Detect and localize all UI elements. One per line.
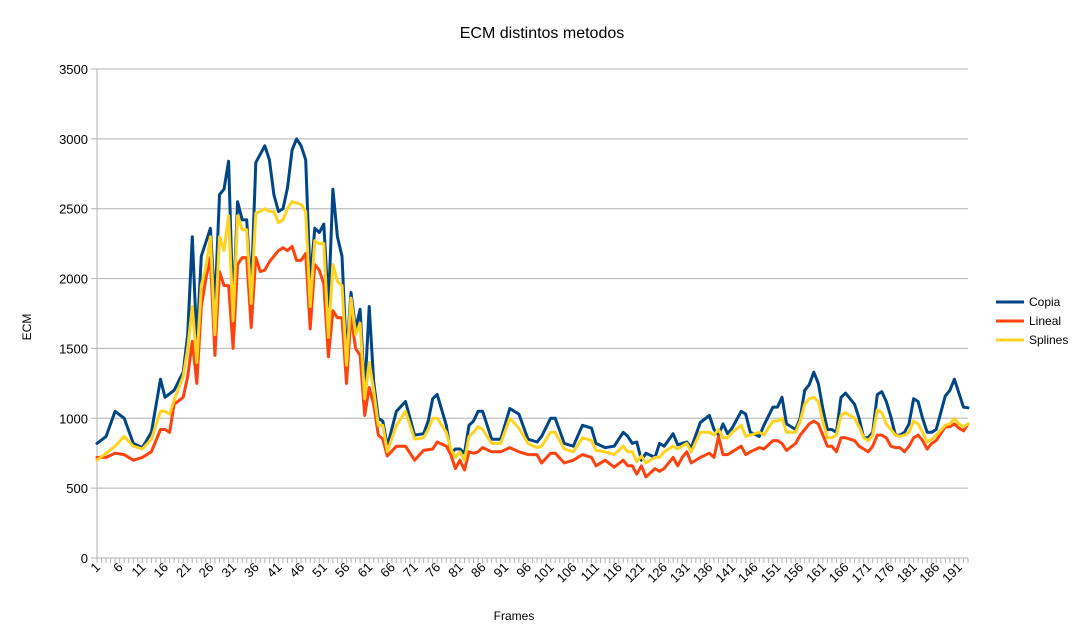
series-line-lineal: [95, 244, 970, 479]
x-tick-label: 86: [468, 560, 489, 581]
x-axis-label: Frames: [494, 609, 535, 623]
x-tick-label: 161: [803, 560, 829, 586]
x-tick-label: 116: [600, 560, 625, 585]
series-line-copia: [95, 137, 970, 462]
x-axis-ticks: 1 6 11 16 21 26 31 36 41 46 51 56 61 66 71 76 81 86 91 9610…: [87, 558, 969, 586]
x-tick-label: 106: [553, 560, 579, 586]
y-axis-ticks: 0 500 1000 1500 2000 2500 3000 3500: [59, 62, 88, 566]
y-tick-label: 3500: [59, 62, 88, 77]
x-tick-label: 171: [848, 560, 874, 586]
y-tick-label: 1000: [59, 411, 88, 426]
x-tick-label: 126: [644, 560, 670, 586]
y-tick-label: 0: [81, 551, 88, 566]
x-tick-label: 66: [377, 560, 398, 581]
x-tick-label: 11: [128, 560, 148, 580]
y-axis-label: ECM: [20, 314, 34, 341]
x-tick-label: 191: [939, 560, 965, 586]
x-tick-label: 21: [173, 560, 194, 581]
legend-label: Splines: [1029, 333, 1068, 347]
y-tick-label: 2500: [59, 202, 88, 217]
legend: Copia Lineal Splines: [996, 295, 1068, 347]
x-tick-label: 16: [150, 560, 171, 581]
x-tick-label: 51: [309, 560, 330, 581]
x-tick-label: 146: [735, 560, 761, 586]
x-tick-label: 131: [667, 560, 693, 586]
series-line-splines: [95, 200, 970, 465]
x-tick-label: 91: [491, 560, 512, 581]
x-tick-label: 151: [758, 560, 784, 586]
legend-label: Lineal: [1029, 314, 1061, 328]
x-tick-label: 1: [87, 560, 103, 576]
x-tick-label: 31: [218, 560, 239, 581]
y-tick-label: 3000: [59, 132, 88, 147]
x-tick-label: 141: [712, 560, 738, 586]
x-tick-label: 101: [531, 560, 557, 586]
x-tick-label: 46: [286, 560, 307, 581]
series-lines: [95, 137, 970, 479]
gridlines: [91, 68, 968, 559]
x-tick-label: 71: [400, 560, 421, 581]
x-tick-label: 56: [332, 560, 353, 581]
x-tick-label: 136: [690, 560, 716, 586]
x-tick-label: 81: [445, 560, 466, 581]
x-tick-label: 36: [241, 560, 262, 581]
x-tick-label: 76: [423, 560, 444, 581]
legend-label: Copia: [1029, 295, 1061, 309]
x-tick-label: 176: [871, 560, 897, 586]
chart-title: ECM distintos metodos: [460, 25, 625, 42]
x-tick-label: 26: [196, 560, 217, 581]
y-tick-label: 1500: [59, 341, 88, 356]
x-tick-label: 181: [894, 560, 920, 586]
x-tick-label: 186: [916, 560, 942, 586]
x-tick-label: 41: [264, 560, 285, 581]
x-tick-label: 111: [578, 560, 603, 585]
x-tick-label: 156: [780, 560, 806, 586]
x-tick-label: 61: [354, 560, 375, 581]
x-tick-label: 6: [110, 560, 126, 576]
y-tick-label: 2000: [59, 272, 88, 287]
x-tick-label: 96: [513, 560, 534, 581]
x-tick-label: 121: [622, 560, 648, 586]
y-tick-label: 500: [66, 481, 88, 496]
x-tick-label: 166: [826, 560, 852, 586]
